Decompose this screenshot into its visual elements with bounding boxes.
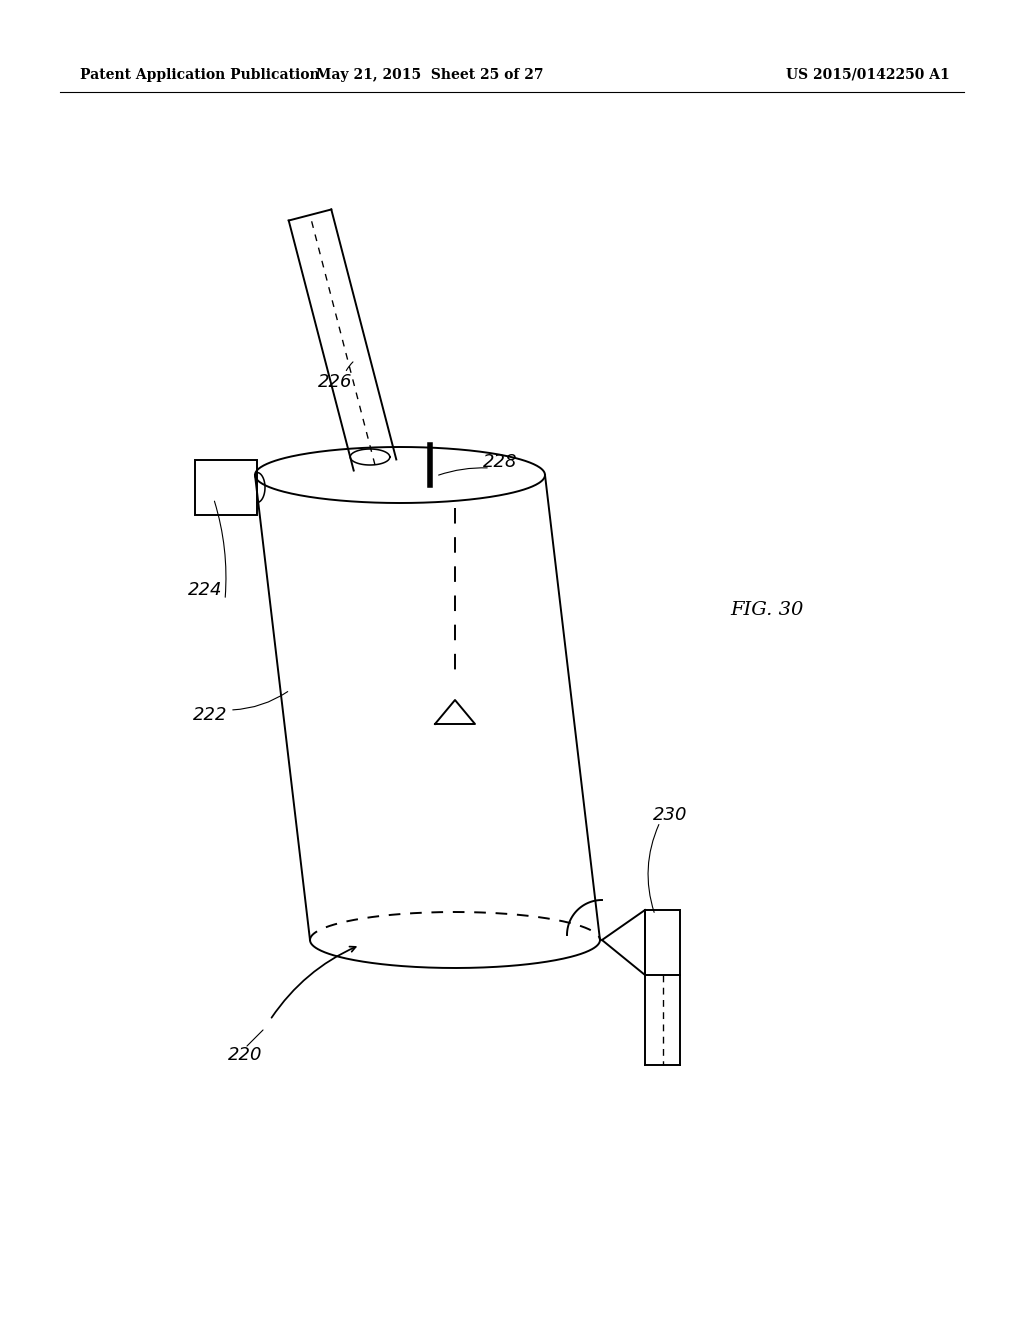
Text: 220: 220 xyxy=(227,1045,262,1064)
Text: 230: 230 xyxy=(652,807,687,824)
Text: 222: 222 xyxy=(193,706,227,723)
Text: May 21, 2015  Sheet 25 of 27: May 21, 2015 Sheet 25 of 27 xyxy=(316,69,544,82)
Text: Patent Application Publication: Patent Application Publication xyxy=(80,69,319,82)
Text: FIG. 30: FIG. 30 xyxy=(730,601,804,619)
Text: 226: 226 xyxy=(317,374,352,391)
Text: 228: 228 xyxy=(482,453,517,471)
Bar xyxy=(195,459,257,515)
Text: US 2015/0142250 A1: US 2015/0142250 A1 xyxy=(786,69,950,82)
Bar xyxy=(645,909,680,975)
Text: 224: 224 xyxy=(187,581,222,599)
